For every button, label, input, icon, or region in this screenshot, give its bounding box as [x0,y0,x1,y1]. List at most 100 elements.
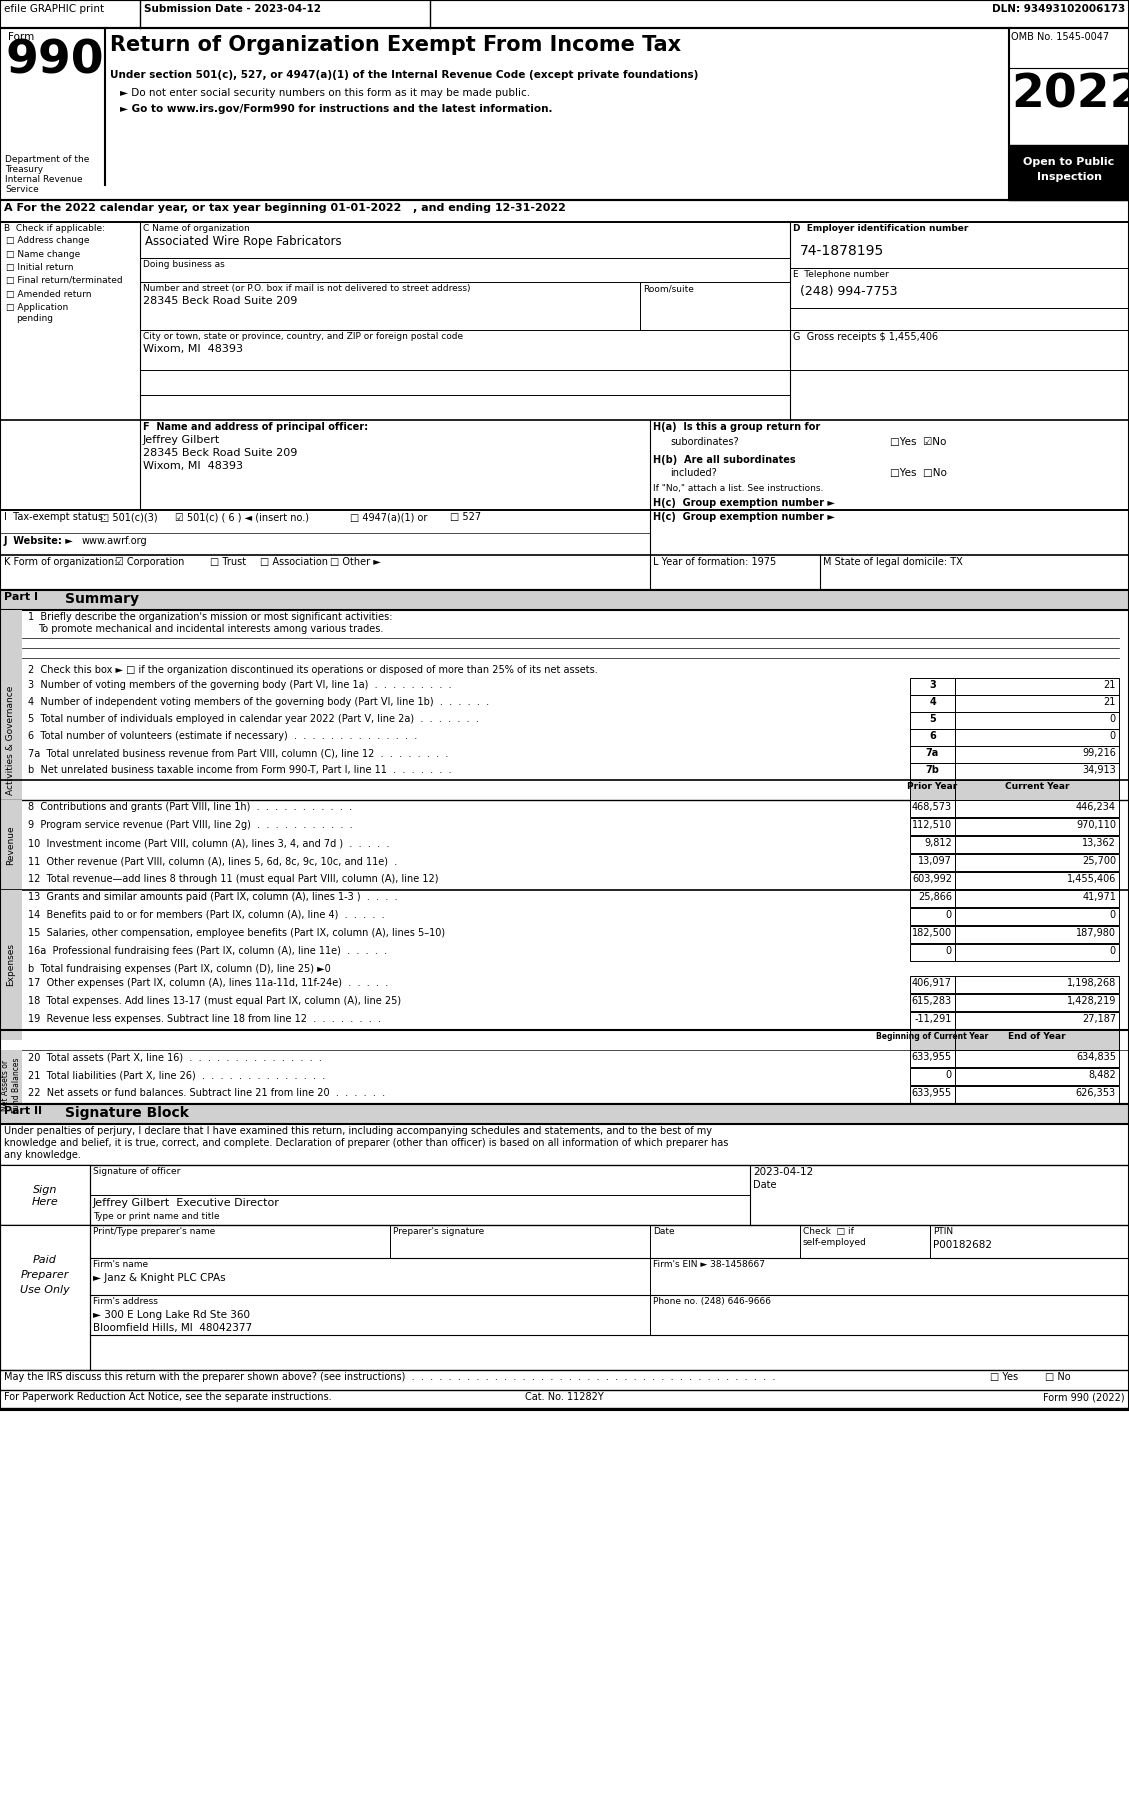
Text: 20  Total assets (Part X, line 16)  .  .  .  .  .  .  .  .  .  .  .  .  .  .  .: 20 Total assets (Part X, line 16) . . . … [28,1052,322,1061]
Text: Net Assets or
Fund Balances: Net Assets or Fund Balances [1,1058,20,1112]
Bar [955,976,1119,992]
Text: F  Name and address of principal officer:: F Name and address of principal officer: [143,423,368,432]
Text: M State of legal domicile: TX: M State of legal domicile: TX [823,557,963,568]
Text: 7a  Total unrelated business revenue from Part VIII, column (C), line 12  .  .  : 7a Total unrelated business revenue from… [28,747,448,758]
Text: 7b: 7b [926,766,939,775]
Text: Jeffrey Gilbert: Jeffrey Gilbert [143,435,220,444]
Bar [955,713,1119,729]
Text: 17  Other expenses (Part IX, column (A), lines 11a-11d, 11f-24e)  .  .  .  .  .: 17 Other expenses (Part IX, column (A), … [28,978,388,989]
Text: Date: Date [653,1226,675,1235]
Bar [910,854,955,871]
Text: G  Gross receipts $ 1,455,406: G Gross receipts $ 1,455,406 [793,332,938,343]
Bar [955,764,1119,780]
Bar [910,976,955,992]
Bar [910,764,955,780]
Text: 634,835: 634,835 [1076,1052,1115,1061]
Text: ► Go to www.irs.gov/Form990 for instructions and the latest information.: ► Go to www.irs.gov/Form990 for instruct… [120,103,552,114]
Text: 0: 0 [1110,911,1115,920]
Text: H(b)  Are all subordinates: H(b) Are all subordinates [653,455,796,464]
Text: Number and street (or P.O. box if mail is not delivered to street address): Number and street (or P.O. box if mail i… [143,285,471,294]
Text: Current Year: Current Year [1005,782,1069,791]
Text: ☑ 501(c) ( 6 ) ◄ (insert no.): ☑ 501(c) ( 6 ) ◄ (insert no.) [175,512,309,522]
Text: Summary: Summary [65,591,139,606]
Text: Beginning of Current Year: Beginning of Current Year [876,1032,989,1041]
Text: 15  Salaries, other compensation, employee benefits (Part IX, column (A), lines : 15 Salaries, other compensation, employe… [28,929,445,938]
Bar [910,1012,955,1029]
Text: Date: Date [753,1179,777,1190]
Text: Part I: Part I [5,591,38,602]
Bar [0,610,21,871]
Text: H(a)  Is this a group return for: H(a) Is this a group return for [653,423,821,432]
Bar [955,1050,1119,1067]
Text: 3  Number of voting members of the governing body (Part VI, line 1a)  .  .  .  .: 3 Number of voting members of the govern… [28,680,452,689]
Text: C Name of organization: C Name of organization [143,223,250,232]
Text: 27,187: 27,187 [1082,1014,1115,1023]
Text: 0: 0 [1110,945,1115,956]
Text: E  Telephone number: E Telephone number [793,270,889,279]
Text: Here: Here [32,1197,59,1206]
Text: b  Total fundraising expenses (Part IX, column (D), line 25) ►0: b Total fundraising expenses (Part IX, c… [28,963,331,974]
Text: A For the 2022 calendar year, or tax year beginning 01-01-2022   , and ending 12: A For the 2022 calendar year, or tax yea… [5,203,566,212]
Text: www.awrf.org: www.awrf.org [82,535,148,546]
Text: □ Amended return: □ Amended return [6,290,91,299]
Text: ☑ Corporation: ☑ Corporation [115,557,184,568]
Text: Sign: Sign [33,1185,58,1195]
Bar [0,1105,1129,1125]
Text: 2022: 2022 [1010,73,1129,116]
Bar [910,818,955,834]
Text: 0: 0 [946,945,952,956]
Text: Revenue: Revenue [7,825,16,865]
Text: Doing business as: Doing business as [143,259,225,268]
Bar [910,800,955,816]
Bar [955,943,1119,961]
Bar [910,943,955,961]
Text: any knowledge.: any knowledge. [5,1150,81,1159]
Text: b  Net unrelated business taxable income from Form 990-T, Part I, line 11  .  . : b Net unrelated business taxable income … [28,766,452,775]
Text: 99,216: 99,216 [1082,747,1115,758]
Text: 21  Total liabilities (Part X, line 26)  .  .  .  .  .  .  .  .  .  .  .  .  .  : 21 Total liabilities (Part X, line 26) .… [28,1070,325,1079]
Text: Form 990 (2022): Form 990 (2022) [1043,1391,1124,1402]
Text: Signature of officer: Signature of officer [93,1166,181,1175]
Text: □ No: □ No [1045,1371,1070,1382]
Text: To promote mechanical and incidental interests among various trades.: To promote mechanical and incidental int… [38,624,384,635]
Text: □Yes  □No: □Yes □No [890,468,947,479]
Text: □ 501(c)(3): □ 501(c)(3) [100,512,158,522]
Text: Open to Public: Open to Public [1023,158,1114,167]
Text: PTIN: PTIN [933,1226,953,1235]
Text: 4  Number of independent voting members of the governing body (Part VI, line 1b): 4 Number of independent voting members o… [28,697,489,707]
Text: 0: 0 [946,1070,952,1079]
Text: 468,573: 468,573 [912,802,952,813]
Bar [955,678,1119,695]
Text: □ Application: □ Application [6,303,68,312]
Text: H(c)  Group exemption number ►: H(c) Group exemption number ► [653,499,834,508]
Text: Part II: Part II [5,1107,42,1116]
Text: 0: 0 [1110,715,1115,724]
Bar [0,0,1129,1409]
Text: If "No," attach a list. See instructions.: If "No," attach a list. See instructions… [653,484,823,493]
Text: 406,917: 406,917 [912,978,952,989]
Text: 2023-04-12: 2023-04-12 [753,1166,813,1177]
Text: City or town, state or province, country, and ZIP or foreign postal code: City or town, state or province, country… [143,332,463,341]
Text: □ Association: □ Association [260,557,329,568]
Text: 28345 Beck Road Suite 209: 28345 Beck Road Suite 209 [143,448,297,457]
Text: ► Do not enter social security numbers on this form as it may be made public.: ► Do not enter social security numbers o… [120,89,531,98]
Bar [955,1068,1119,1085]
Text: 11  Other revenue (Part VIII, column (A), lines 5, 6d, 8c, 9c, 10c, and 11e)  .: 11 Other revenue (Part VIII, column (A),… [28,856,397,865]
Text: 19  Revenue less expenses. Subtract line 18 from line 12  .  .  .  .  .  .  .  .: 19 Revenue less expenses. Subtract line … [28,1014,380,1023]
Text: 1,428,219: 1,428,219 [1067,996,1115,1007]
Bar [0,891,21,1039]
Text: 16a  Professional fundraising fees (Part IX, column (A), line 11e)  .  .  .  .  : 16a Professional fundraising fees (Part … [28,945,387,956]
Text: □ Initial return: □ Initial return [6,263,73,272]
Text: Phone no. (248) 646-9666: Phone no. (248) 646-9666 [653,1297,771,1306]
Text: L Year of formation: 1975: L Year of formation: 1975 [653,557,777,568]
Text: 25,700: 25,700 [1082,856,1115,865]
Text: 28345 Beck Road Suite 209: 28345 Beck Road Suite 209 [143,296,297,307]
Text: Internal Revenue: Internal Revenue [5,174,82,183]
Bar [910,909,955,925]
Text: Inspection: Inspection [1036,172,1102,181]
Bar [955,1087,1119,1103]
Bar [955,1030,1119,1050]
Text: Use Only: Use Only [20,1284,70,1295]
Bar [0,590,1129,610]
Text: Form: Form [8,33,34,42]
